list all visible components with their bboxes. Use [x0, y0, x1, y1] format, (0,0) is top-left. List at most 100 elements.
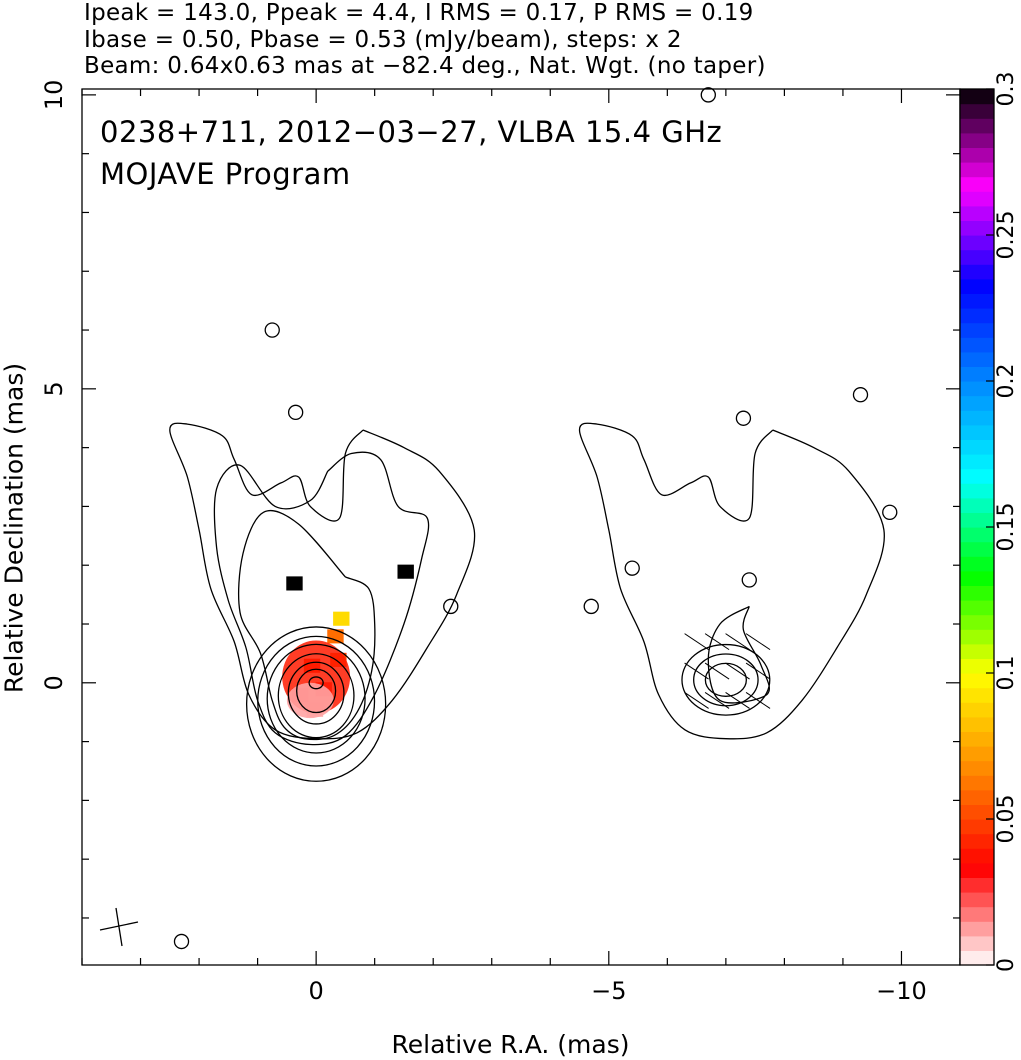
colorbar-swatch: [960, 118, 994, 134]
x-tick-label: −5: [591, 977, 626, 1005]
y-tick-label: 5: [40, 381, 68, 396]
colorbar-tick-label: 0.25: [994, 211, 1019, 260]
contour-island: [583, 598, 599, 615]
colorbar-swatch: [960, 921, 994, 937]
colorbar: 0 0.05 0.1 0.15 0.2 0.25 0.3: [959, 72, 1019, 972]
colorbar-swatch: [960, 600, 994, 616]
polarization-pixel: [286, 576, 303, 591]
colorbar-swatch: [960, 527, 994, 543]
evpa-vector: [684, 662, 709, 680]
colorbar-swatch: [960, 249, 994, 265]
header-line-2: Ibase = 0.50, Pbase = 0.53 (mJy/beam), s…: [84, 27, 682, 53]
colorbar-swatch: [960, 381, 994, 397]
colorbar-swatch: [960, 862, 994, 878]
colorbar-tick-label: 0.05: [994, 795, 1019, 844]
colorbar-swatch: [960, 570, 994, 586]
contour-line: [257, 635, 376, 767]
colorbar-swatch: [960, 892, 994, 908]
colorbar-swatch: [960, 673, 994, 689]
contour-island: [173, 933, 190, 950]
colorbar-swatch: [960, 132, 994, 148]
colorbar-swatch: [960, 410, 994, 426]
colorbar-swatch: [960, 629, 994, 645]
colorbar-swatch: [960, 147, 994, 163]
colorbar-swatch: [960, 877, 994, 893]
colorbar-swatch: [960, 176, 994, 192]
contour-island: [882, 504, 898, 521]
colorbar-swatch: [960, 191, 994, 207]
colorbar-swatch: [960, 906, 994, 922]
colorbar-swatch: [960, 541, 994, 557]
colorbar-swatch: [960, 337, 994, 353]
colorbar-swatch: [960, 162, 994, 178]
contour-line: [578, 422, 885, 740]
polarization-pixel: [327, 629, 344, 644]
right-map: [578, 87, 898, 740]
colorbar-swatch: [960, 366, 994, 382]
x-axis-label: Relative R.A. (mas): [391, 1030, 630, 1059]
header-line-1: Ipeak = 143.0, Ppeak = 4.4, I RMS = 0.17…: [84, 0, 754, 26]
plot-border: [81, 88, 961, 966]
colorbar-swatch: [960, 643, 994, 659]
colorbar-tick-label: 0: [994, 958, 1019, 972]
colorbar-swatch: [960, 833, 994, 849]
colorbar-swatch: [960, 687, 994, 703]
colorbar-swatch: [960, 308, 994, 324]
evpa-vector: [745, 633, 771, 651]
colorbar-swatch: [960, 775, 994, 791]
colorbar-swatch: [960, 205, 994, 221]
left-map: [169, 322, 476, 950]
colorbar-swatch: [960, 264, 994, 280]
colorbar-swatch: [960, 497, 994, 513]
colorbar-swatch: [960, 585, 994, 601]
colorbar-swatch: [960, 322, 994, 338]
contour-line: [266, 643, 366, 754]
beam-axis: [115, 907, 123, 947]
colorbar-swatch: [960, 220, 994, 236]
colorbar-swatch: [960, 293, 994, 309]
colorbar-swatch: [960, 454, 994, 470]
colorbar-swatch: [960, 935, 994, 951]
contour-line: [704, 662, 748, 697]
colorbar-swatch: [960, 804, 994, 820]
header-line-3: Beam: 0.64x0.63 mas at −82.4 deg., Nat. …: [84, 53, 766, 79]
colorbar-swatch: [960, 468, 994, 484]
colorbar-swatch: [960, 950, 994, 966]
colorbar-swatch: [960, 89, 994, 105]
colorbar-swatch: [960, 103, 994, 119]
colorbar-tick-label: 0.3: [994, 72, 1019, 107]
evpa-vector: [745, 692, 771, 709]
contour-island: [287, 404, 304, 421]
contour-island: [700, 87, 716, 103]
contour-line: [287, 661, 345, 725]
evpa-vector: [725, 633, 750, 651]
colorbar-tick-label: 0.15: [994, 503, 1019, 552]
y-tick-label: 10: [40, 80, 68, 111]
polarization-pixel: [333, 611, 350, 626]
contour-island: [264, 322, 280, 338]
colorbar-swatch: [960, 716, 994, 732]
evpa-vector: [704, 662, 730, 680]
contour-line: [245, 626, 387, 782]
colorbar-swatch: [960, 760, 994, 776]
contour-island: [624, 560, 640, 576]
evpa-vector: [684, 692, 709, 709]
colorbar-swatch: [960, 789, 994, 805]
colorbar-swatch: [960, 424, 994, 440]
colorbar-swatch: [960, 746, 994, 762]
colorbar-swatch: [960, 235, 994, 251]
plot-title-line-1: 0238+711, 2012−03−27, VLBA 15.4 GHz: [100, 115, 723, 149]
polarization-blob: [286, 682, 334, 719]
colorbar-swatch: [960, 658, 994, 674]
colorbar-tick-label: 0.1: [994, 656, 1019, 691]
evpa-vector: [704, 633, 730, 651]
plot-title-line-2: MOJAVE Program: [100, 157, 351, 191]
x-tick-label: −10: [876, 977, 927, 1005]
colorbar-swatch: [960, 439, 994, 455]
colorbar-swatch: [960, 512, 994, 528]
colorbar-swatch: [960, 483, 994, 499]
contour-line: [681, 643, 771, 716]
colorbar-swatch: [960, 702, 994, 718]
contour-line: [169, 422, 476, 740]
